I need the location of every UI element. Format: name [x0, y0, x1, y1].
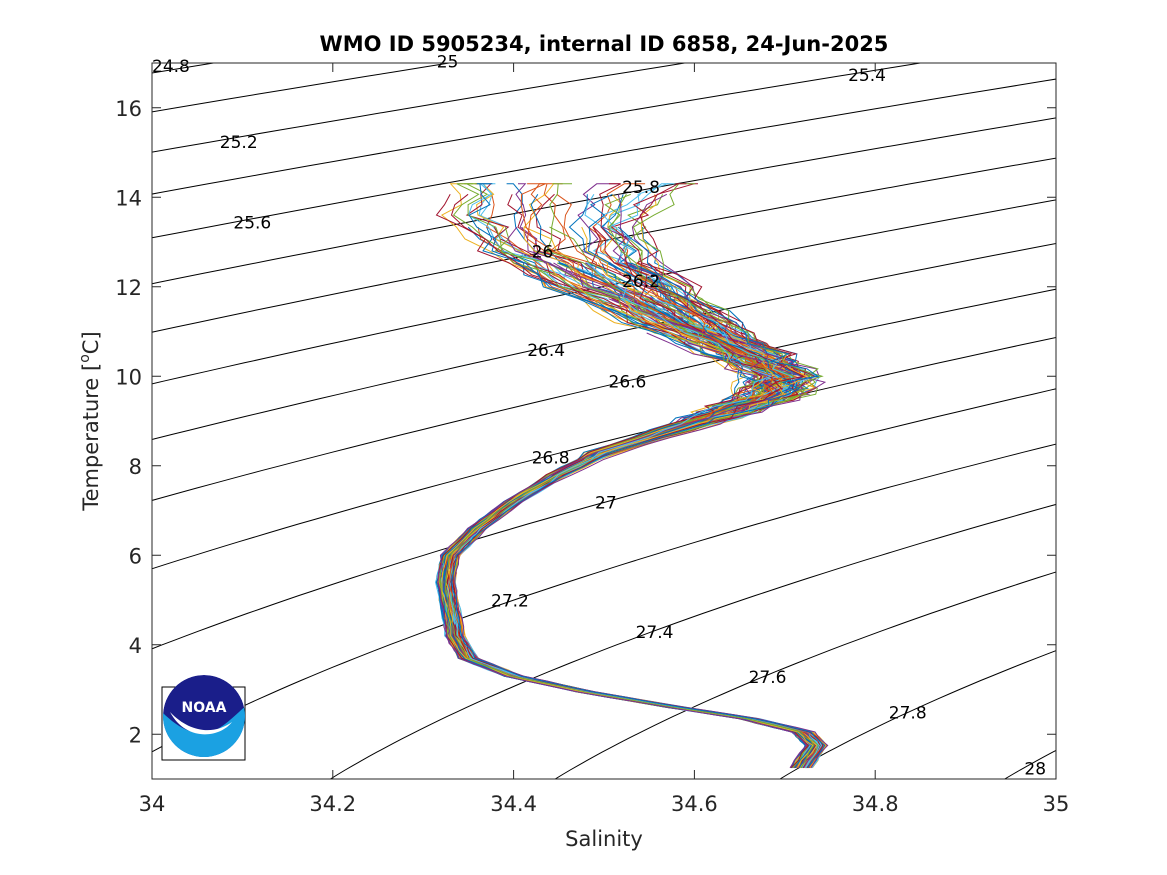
contour-label: 26.2 — [622, 272, 660, 292]
contour-label: 27.2 — [491, 592, 529, 612]
y-tick-label: 8 — [129, 455, 142, 479]
density-contour — [152, 63, 924, 195]
contour-label: 25.4 — [848, 66, 886, 86]
chart-title: WMO ID 5905234, internal ID 6858, 24-Jun… — [320, 32, 889, 56]
y-tick-label: 4 — [129, 634, 142, 658]
y-tick-label: 6 — [129, 544, 142, 568]
profile-line — [444, 193, 824, 769]
x-tick-label: 34.8 — [852, 792, 899, 816]
density-contour — [152, 157, 1056, 333]
contour-label: 26.4 — [527, 341, 565, 361]
x-tick-label: 34 — [139, 792, 166, 816]
y-axis-ticks: 2 4 6 8 10 12 14 16 — [115, 97, 1056, 747]
y-tick-label: 14 — [115, 186, 142, 210]
density-contour — [152, 78, 1056, 239]
logo-gull — [170, 712, 232, 735]
profile-lines — [434, 183, 829, 769]
noaa-logo: NOAA — [161, 675, 246, 761]
contour-label: 24.8 — [152, 57, 190, 77]
y-axis-label-main: Temperature [ — [79, 363, 103, 512]
contour-label: 27.8 — [889, 704, 927, 724]
x-tick-label: 34.6 — [671, 792, 718, 816]
density-contour — [152, 242, 1056, 440]
y-tick-label: 10 — [115, 365, 142, 389]
density-contour-labels: 24.8 2525.225.425.625.82626.226.426.626.8… — [152, 53, 1046, 780]
y-axis-label-superscript: o — [77, 354, 93, 363]
y-tick-label: 2 — [129, 723, 142, 747]
logo-wave — [163, 706, 245, 757]
y-tick-label: 12 — [115, 276, 142, 300]
y-axis-label: Temperature [oC] — [77, 331, 103, 511]
density-contour — [152, 288, 1056, 501]
density-contour — [329, 503, 1056, 779]
contour-label: 27.6 — [749, 668, 787, 688]
logo-text: NOAA — [182, 700, 227, 716]
plot-area — [152, 63, 1056, 779]
profile-line — [451, 226, 826, 769]
axes-box — [151, 62, 1057, 780]
contour-label: 25.8 — [622, 178, 660, 198]
contour-label: 25.6 — [233, 214, 271, 234]
x-tick-label: 34.4 — [490, 792, 537, 816]
y-tick-label: 16 — [115, 97, 142, 121]
contour-label: 26.6 — [609, 372, 647, 392]
contour-label: 26 — [532, 243, 554, 263]
contour-label: 28 — [1024, 760, 1046, 780]
contour-label: 27 — [595, 493, 617, 513]
x-axis-label: Salinity — [565, 827, 643, 851]
x-tick-label: 35 — [1043, 792, 1070, 816]
density-contour — [152, 117, 1056, 285]
y-axis-label-end: C] — [79, 331, 103, 354]
density-contour — [779, 650, 1056, 779]
density-contour — [554, 571, 1056, 779]
x-tick-label: 34.2 — [309, 792, 356, 816]
contour-label: 27.4 — [636, 623, 674, 643]
density-contour — [152, 443, 1056, 753]
contour-label: 26.8 — [532, 449, 570, 469]
x-axis-ticks: 34 34.2 34.4 34.6 34.8 35 — [139, 63, 1070, 816]
contour-label: 25.2 — [220, 133, 258, 153]
density-contour — [152, 388, 1056, 650]
